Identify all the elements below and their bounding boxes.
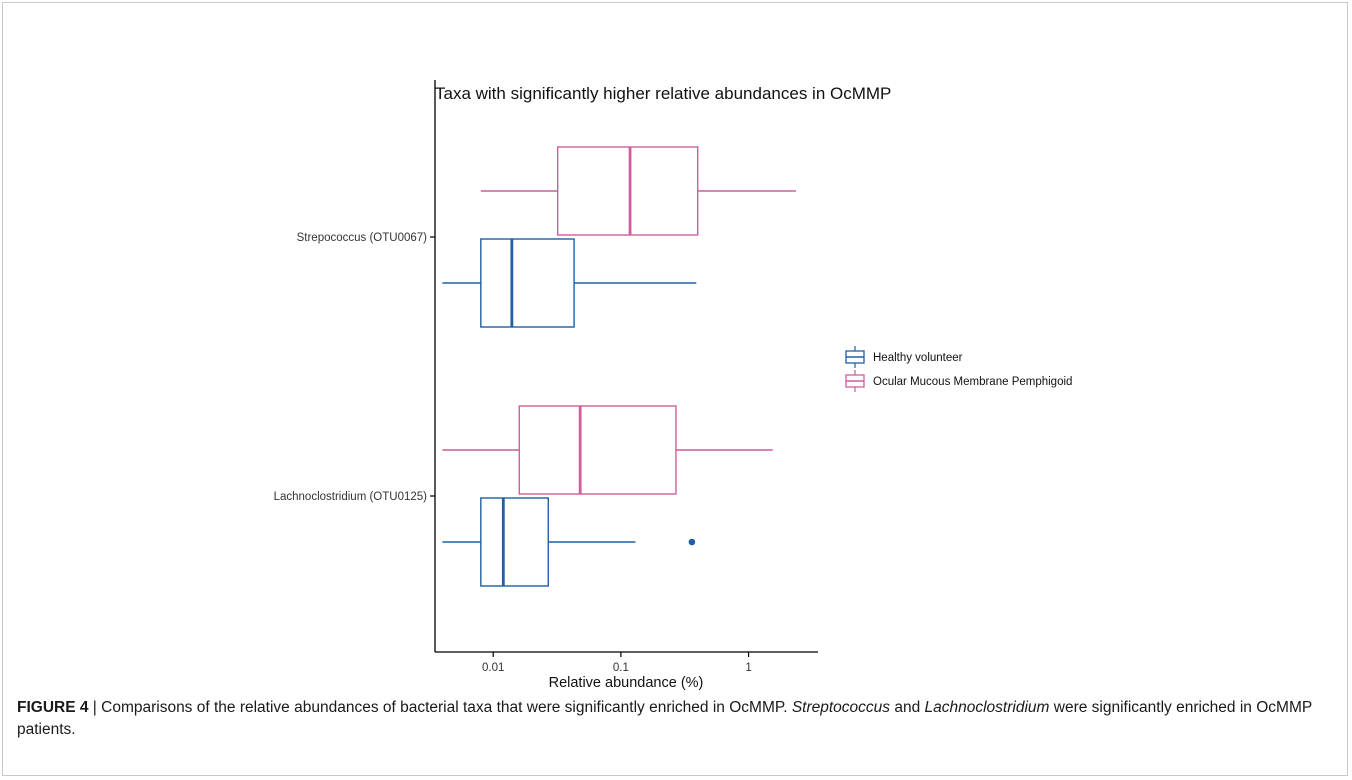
chart-title: Taxa with significantly higher relative … <box>435 84 891 103</box>
caption-and: and <box>890 699 925 716</box>
boxes-layer <box>442 146 796 587</box>
caption-separator: | <box>88 699 102 716</box>
legend-item: Ocular Mucous Membrane Pemphigoid <box>845 370 1072 392</box>
caption-text-1: Comparisons of the relative abundances o… <box>101 699 792 716</box>
outlier-point <box>688 538 696 546</box>
figure-caption: FIGURE 4 | Comparisons of the relative a… <box>17 697 1327 741</box>
caption-taxon-2: Lachnoclostridium <box>924 699 1050 716</box>
x-tick-label: 0.1 <box>613 662 629 674</box>
caption-text-2: were significantly enriched in OcMMP pat… <box>17 699 1312 738</box>
legend: Healthy volunteer Ocular Mucous Membrane … <box>845 346 1072 392</box>
box-ocmmp <box>442 405 773 495</box>
caption-taxon-1: Streptococcus <box>791 699 891 716</box>
legend-item: Healthy volunteer <box>845 346 963 368</box>
axes: 0.01 0.1 1 Strepococcus (OTU0067) Lachnoclos… <box>274 80 818 674</box>
y-tick-label: Strepococcus (OTU0067) <box>297 232 428 244</box>
boxplot-chart: Taxa with significantly higher relative … <box>274 80 1072 690</box>
box-iqr <box>556 146 699 236</box>
box-iqr <box>480 238 575 328</box>
box-iqr <box>480 497 549 587</box>
x-tick-label: 0.01 <box>482 662 504 674</box>
box-healthy <box>442 238 697 328</box>
box-iqr <box>518 405 677 495</box>
box-ocmmp <box>480 146 796 236</box>
legend-label: Ocular Mucous Membrane Pemphigoid <box>873 376 1072 388</box>
y-tick-label: Lachnoclostridium (OTU0125) <box>274 491 428 503</box>
box-healthy <box>442 497 696 587</box>
caption-label: FIGURE 4 <box>17 699 89 716</box>
x-axis-label: Relative abundance (%) <box>549 675 704 690</box>
x-tick-label: 1 <box>745 662 751 674</box>
legend-label: Healthy volunteer <box>873 352 963 364</box>
